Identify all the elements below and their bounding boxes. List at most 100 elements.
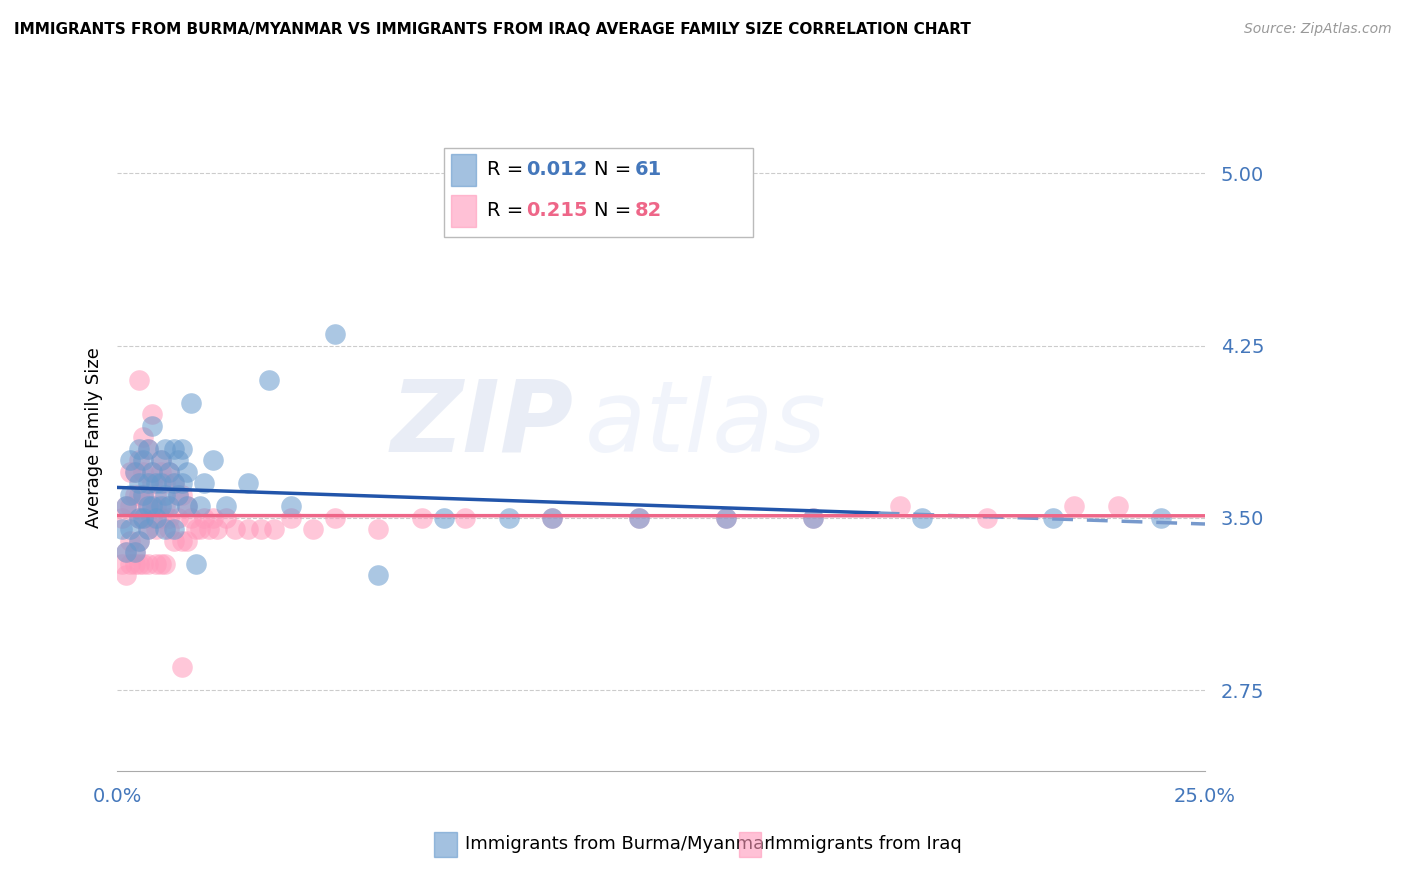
Point [889, 500, 911, 514]
Point [180, 511, 202, 525]
Point [172, 660, 194, 674]
Point [141, 511, 163, 525]
Point [280, 511, 302, 525]
Text: N =: N = [593, 202, 637, 220]
Point [224, 522, 246, 536]
Point [1107, 500, 1129, 514]
Point [128, 533, 150, 548]
Point [167, 488, 190, 502]
Point [157, 522, 180, 536]
Point [141, 408, 163, 422]
Point [132, 453, 155, 467]
Point [193, 511, 215, 525]
Point [110, 511, 132, 525]
Point [411, 511, 433, 525]
Point [115, 545, 138, 559]
Point [172, 442, 194, 456]
Point [149, 500, 172, 514]
Text: 82: 82 [634, 202, 662, 220]
Point [167, 453, 190, 467]
Point [128, 373, 150, 387]
Point [1063, 500, 1085, 514]
Point [323, 511, 346, 525]
Point [180, 396, 202, 410]
Text: N =: N = [593, 161, 637, 179]
Point [367, 568, 389, 582]
Point [136, 500, 159, 514]
Point [163, 476, 186, 491]
Point [120, 453, 142, 467]
Point [110, 557, 132, 571]
Point [541, 511, 564, 525]
Point [716, 511, 738, 525]
Point [128, 488, 150, 502]
Point [176, 465, 198, 479]
Point [149, 465, 172, 479]
Point [141, 500, 163, 514]
Point [172, 476, 194, 491]
Text: 0.215: 0.215 [526, 202, 588, 220]
Point [207, 522, 229, 536]
Point [120, 465, 142, 479]
Point [145, 488, 167, 502]
Point [157, 511, 180, 525]
Point [128, 533, 150, 548]
Point [145, 511, 167, 525]
Point [157, 465, 180, 479]
Point [201, 453, 224, 467]
Text: R =: R = [486, 161, 530, 179]
Point [136, 557, 159, 571]
Point [124, 465, 146, 479]
Point [141, 465, 163, 479]
Point [153, 557, 176, 571]
Point [124, 545, 146, 559]
Point [259, 373, 281, 387]
Point [128, 557, 150, 571]
Point [149, 476, 172, 491]
Point [149, 453, 172, 467]
Point [145, 476, 167, 491]
Y-axis label: Average Family Size: Average Family Size [86, 347, 103, 528]
Point [236, 522, 259, 536]
Point [188, 500, 211, 514]
Point [628, 511, 651, 525]
Point [184, 522, 207, 536]
Point [167, 511, 190, 525]
Point [167, 488, 190, 502]
Point [201, 511, 224, 525]
Point [141, 419, 163, 434]
Point [803, 511, 825, 525]
Point [124, 488, 146, 502]
Point [115, 500, 138, 514]
Point [132, 511, 155, 525]
Point [120, 500, 142, 514]
Point [120, 557, 142, 571]
Point [136, 442, 159, 456]
Point [132, 488, 155, 502]
Point [149, 557, 172, 571]
Point [163, 476, 186, 491]
Point [163, 442, 186, 456]
Point [803, 511, 825, 525]
Point [115, 568, 138, 582]
Point [145, 557, 167, 571]
Point [498, 511, 520, 525]
Point [132, 511, 155, 525]
Text: IMMIGRANTS FROM BURMA/MYANMAR VS IMMIGRANTS FROM IRAQ AVERAGE FAMILY SIZE CORREL: IMMIGRANTS FROM BURMA/MYANMAR VS IMMIGRA… [14, 22, 972, 37]
Text: 61: 61 [634, 161, 662, 179]
Point [172, 488, 194, 502]
Text: ZIP: ZIP [391, 376, 574, 473]
Point [153, 476, 176, 491]
Point [163, 522, 186, 536]
Point [132, 430, 155, 444]
Text: Source: ZipAtlas.com: Source: ZipAtlas.com [1244, 22, 1392, 37]
Point [149, 511, 172, 525]
Point [323, 326, 346, 341]
Point [153, 500, 176, 514]
Point [128, 511, 150, 525]
Point [132, 557, 155, 571]
Point [367, 522, 389, 536]
Point [124, 557, 146, 571]
Point [157, 500, 180, 514]
Point [136, 522, 159, 536]
